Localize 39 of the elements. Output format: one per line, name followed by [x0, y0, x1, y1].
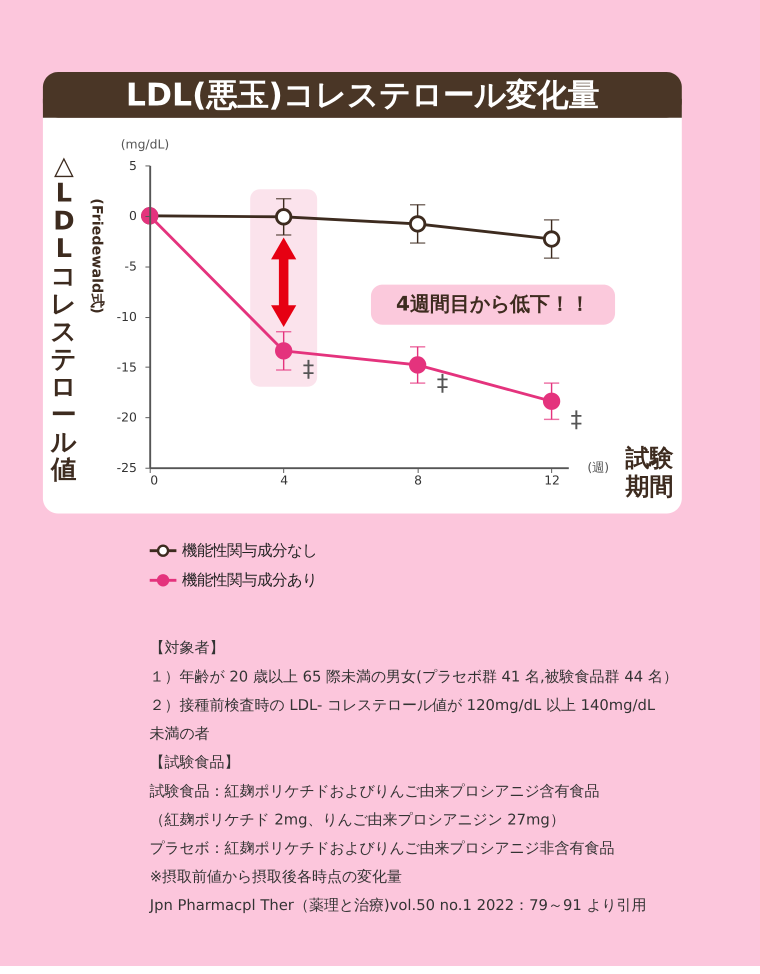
point: [408, 356, 426, 374]
annotation: ‡: [302, 356, 314, 383]
annotation: ‡: [436, 370, 448, 397]
text: １）年齢が 20 歳以上 65 際未満の男女(プラセボ群 41 名,被験食品群 44 名）: [150, 668, 678, 686]
x-tick-label: 0: [150, 472, 158, 488]
x-tick-label: 12: [544, 472, 560, 488]
y-tick-label: -5: [124, 258, 137, 274]
y-tick-label: 0: [128, 208, 137, 224]
text: Jpn Pharmacpl Ther（薬理と治療)vol.50 no.1 2022：79～91 より引用: [148, 897, 646, 914]
text: (週): [587, 460, 610, 475]
text: △LDLコレステロール値: [50, 151, 78, 486]
annotation: 4週間目から低下！！: [396, 291, 590, 316]
point: [275, 208, 292, 226]
text: ２）接種前検査時の LDL- コレステロール値が 120mg/dL 以上 140mg/dL: [150, 696, 656, 714]
point: [275, 342, 292, 360]
x-axis-title: 試験期間: [624, 444, 675, 500]
point: [408, 215, 426, 233]
text: 【試験食品】: [150, 754, 240, 772]
chart-title: LDL(悪玉)コレステロール変化量: [126, 77, 599, 114]
text: 未満の者: [150, 726, 210, 743]
x-tick-label: 4: [280, 472, 288, 488]
annotation: ‡: [570, 406, 582, 433]
y-tick-label: -20: [116, 410, 137, 425]
y-tick-label: -10: [116, 308, 137, 324]
legend-label: 機能性関与成分あり: [182, 571, 318, 590]
y-tick-label: 5: [128, 158, 137, 173]
text: プラセボ：紅麹ポリケチドおよびりんご由来プロシアニジ非含有食品: [150, 840, 615, 857]
text: (Friedewald式): [88, 198, 104, 314]
x-tick-label: 8: [414, 472, 422, 488]
text: （紅麹ポリケチド 2mg、りんご由来プロシアニジン 27mg）: [150, 811, 565, 828]
legend-label: 機能性関与成分なし: [182, 541, 318, 560]
text: 【対象者】: [150, 640, 225, 657]
point: [542, 230, 560, 248]
text: (mg/dL): [120, 136, 170, 152]
point: [542, 392, 560, 410]
y-tick-label: -15: [116, 359, 137, 374]
text: 試験食品：紅麹ポリケチドおよびりんご由来プロシアニジ含有食品: [150, 782, 600, 800]
y-tick-label: -25: [116, 460, 137, 476]
text: ※摂取前値から摂取後各時点の変化量: [150, 868, 402, 886]
